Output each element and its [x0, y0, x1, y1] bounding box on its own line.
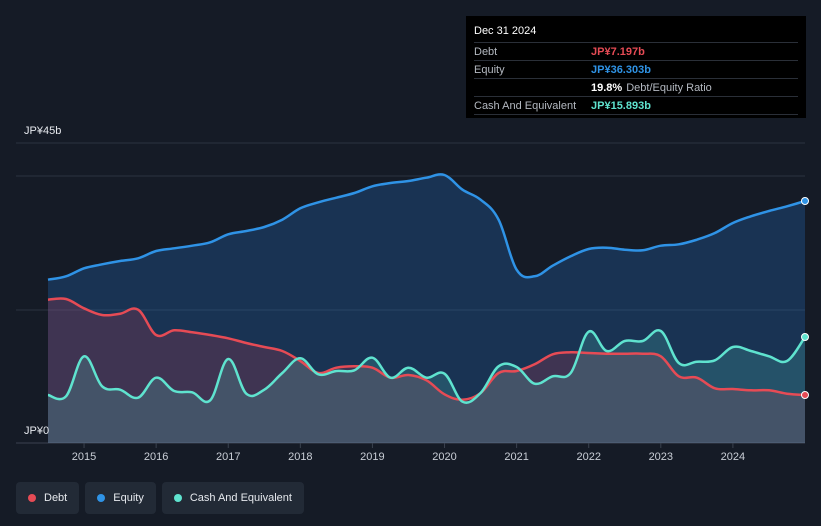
- x-tick-label: 2017: [216, 451, 240, 463]
- tooltip-row-equity: Equity JP¥36.303b: [474, 60, 798, 78]
- line-cash: [47, 328, 807, 404]
- x-tick-label: 2022: [576, 451, 600, 463]
- tooltip-ratio-value: 19.8%: [591, 81, 623, 94]
- tooltip-ratio-label: Debt/Equity Ratio: [626, 81, 712, 94]
- x-axis-ticks: 2015 2016 2017 2018 2019 2020 2021 2022 2023 2024: [72, 443, 745, 463]
- tooltip-row-cash: Cash And Equivalent JP¥15.893b: [474, 96, 798, 115]
- x-tick-label: 2018: [288, 451, 312, 463]
- tooltip-cash-value: JP¥15.893b: [591, 99, 651, 112]
- x-tick-label: 2019: [360, 451, 384, 463]
- x-tick-label: 2020: [432, 451, 456, 463]
- tooltip-equity-label: Equity: [474, 63, 505, 76]
- tooltip-cash-label: Cash And Equivalent: [474, 99, 577, 112]
- endpoint-cash: [801, 333, 809, 341]
- tooltip-equity-value: JP¥36.303b: [591, 63, 651, 76]
- tooltip-debt-value: JP¥7.197b: [591, 45, 645, 58]
- line-debt: [47, 297, 806, 401]
- tooltip-panel: Dec 31 2024 Debt JP¥7.197b Equity JP¥36.…: [466, 16, 806, 118]
- legend-label-debt: Debt: [44, 492, 68, 504]
- legend-item-debt[interactable]: Debt: [16, 482, 80, 514]
- tooltip-date: Dec 31 2024: [474, 25, 537, 37]
- x-tick-label: 2024: [721, 451, 745, 463]
- legend-dot-debt-icon: [28, 494, 36, 502]
- tooltip-row-debt: Debt JP¥7.197b: [474, 42, 798, 60]
- legend: Debt Equity Cash And Equivalent: [16, 482, 304, 514]
- y-label-bottom: JP¥0: [24, 425, 50, 437]
- tooltip-debt-label: Debt: [474, 45, 498, 58]
- x-tick-label: 2023: [649, 451, 673, 463]
- legend-item-cash[interactable]: Cash And Equivalent: [161, 482, 304, 514]
- series-lines: [47, 173, 807, 404]
- legend-label-cash: Cash And Equivalent: [189, 492, 292, 504]
- endpoint-equity: [801, 197, 809, 205]
- gridlines: [16, 142, 805, 444]
- legend-item-equity[interactable]: Equity: [85, 482, 156, 514]
- series-endpoints: [801, 197, 809, 399]
- line-equity: [47, 173, 806, 281]
- endpoint-debt: [801, 391, 809, 399]
- x-tick-label: 2016: [144, 451, 168, 463]
- legend-dot-cash-icon: [173, 494, 182, 502]
- legend-dot-equity-icon: [97, 494, 106, 502]
- area-cash: [48, 330, 805, 443]
- series-areas: [48, 174, 805, 444]
- y-label-top: JP¥45b: [24, 125, 62, 137]
- legend-label-equity: Equity: [113, 492, 144, 504]
- x-tick-label: 2015: [72, 451, 96, 463]
- tooltip-row-ratio: 19.8% Debt/Equity Ratio: [474, 78, 798, 96]
- area-debt: [48, 298, 805, 443]
- x-tick-label: 2021: [504, 451, 528, 463]
